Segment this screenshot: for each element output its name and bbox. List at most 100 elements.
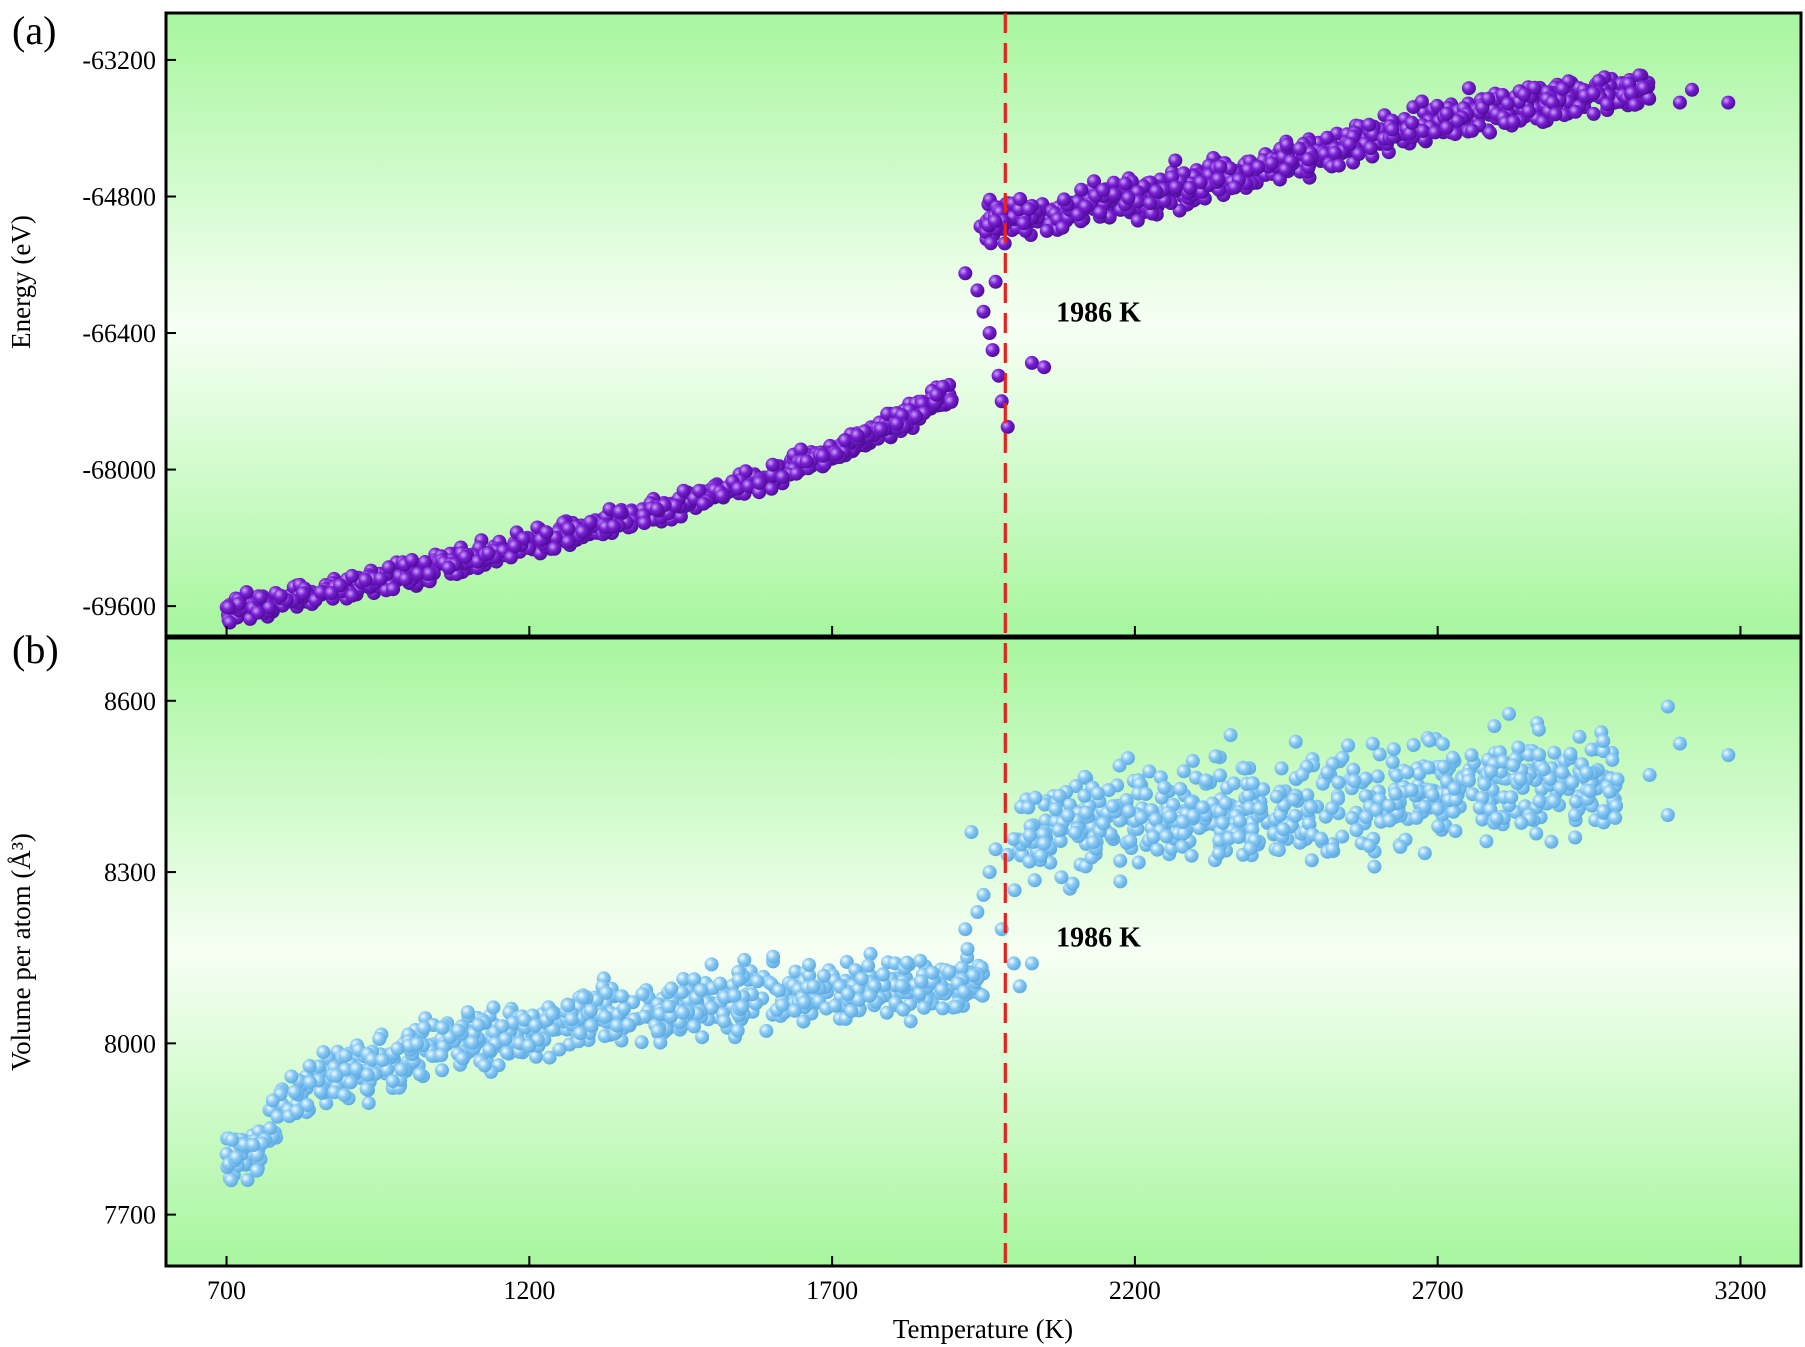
data-point-solid	[583, 1003, 598, 1018]
data-point-transition	[958, 266, 973, 281]
data-point-liquid	[1446, 804, 1461, 819]
data-point-liquid	[1051, 823, 1066, 838]
data-point-transition	[985, 343, 1000, 358]
data-point-liquid	[1624, 86, 1639, 101]
data-point-liquid	[1021, 800, 1036, 815]
data-point-solid	[385, 1074, 400, 1089]
data-point-liquid	[1513, 772, 1528, 787]
data-point-solid	[361, 1096, 376, 1111]
data-point-liquid	[1288, 734, 1303, 749]
data-point-liquid	[1569, 794, 1583, 809]
data-point-liquid	[1175, 839, 1190, 854]
data-point-liquid	[1184, 848, 1199, 863]
data-point-liquid	[1435, 736, 1450, 751]
data-point-solid	[851, 992, 866, 1007]
data-point-liquid	[1506, 115, 1521, 129]
data-point-solid	[482, 1042, 497, 1057]
data-point-liquid	[1087, 174, 1101, 189]
data-point-liquid	[1428, 125, 1443, 140]
data-point-transition	[1024, 956, 1039, 971]
data-point-solid	[649, 502, 664, 517]
data-point-solid	[829, 447, 844, 462]
data-point-liquid	[1148, 812, 1163, 827]
data-point-liquid	[1242, 800, 1257, 815]
data-point-liquid	[1143, 196, 1158, 211]
data-point-liquid	[1134, 810, 1149, 825]
data-point-solid	[704, 957, 719, 972]
data-point-solid	[737, 952, 752, 967]
data-point-liquid	[1279, 137, 1294, 152]
data-point-liquid	[1074, 182, 1089, 197]
data-point-liquid	[1320, 130, 1335, 145]
data-point-solid	[957, 984, 972, 999]
panel-volume: 8600 8300 8000 7700 (b) Volume per atom (Å³…	[6, 627, 1803, 1268]
data-point-solid	[717, 1014, 732, 1029]
data-point-solid	[343, 1075, 358, 1090]
data-point-solid	[561, 534, 576, 549]
data-point-liquid	[1276, 822, 1291, 837]
data-point-liquid	[1037, 836, 1052, 851]
data-point-liquid	[1517, 87, 1532, 102]
data-point-liquid	[1477, 777, 1492, 791]
data-point-solid	[676, 972, 691, 986]
data-point-liquid	[1146, 829, 1161, 844]
data-point-solid	[517, 1012, 532, 1027]
data-point-liquid	[1314, 831, 1328, 846]
data-point-solid	[900, 955, 914, 970]
data-point-outliers	[1660, 699, 1675, 714]
data-point-liquid	[1237, 761, 1252, 776]
data-point-solid	[222, 615, 237, 630]
data-point-liquid	[1227, 180, 1242, 195]
data-point-liquid	[1382, 798, 1397, 813]
data-point-liquid	[1448, 792, 1463, 807]
data-point-solid	[561, 521, 576, 536]
data-point-liquid	[1223, 728, 1238, 743]
data-point-liquid	[1461, 773, 1476, 788]
data-point-liquid	[1241, 788, 1256, 803]
data-point-solid	[273, 588, 288, 603]
data-point-outliers	[1660, 808, 1675, 822]
data-point-liquid	[1596, 804, 1611, 819]
data-point-liquid	[1183, 180, 1198, 195]
data-point-solid	[575, 524, 590, 539]
data-point-liquid	[1195, 800, 1210, 815]
data-point-solid	[909, 409, 924, 424]
data-point-liquid	[1511, 740, 1526, 755]
data-point-liquid	[1331, 158, 1346, 173]
data-point-solid	[650, 1023, 665, 1038]
data-point-liquid	[1185, 753, 1200, 768]
data-point-solid	[903, 1014, 918, 1029]
data-point-solid	[417, 1020, 431, 1035]
data-point-liquid	[1157, 780, 1172, 795]
data-point-solid	[692, 483, 707, 498]
data-point-liquid	[1596, 734, 1611, 748]
data-point-solid	[771, 983, 786, 998]
data-point-solid	[345, 568, 359, 583]
data-point-solid	[775, 998, 790, 1013]
data-point-liquid	[1532, 794, 1547, 809]
panel-label-a: (a)	[12, 8, 56, 53]
energy-points	[219, 68, 1736, 630]
data-point-solid	[506, 1015, 521, 1030]
x-tick-label: 1700	[806, 1276, 858, 1305]
data-point-liquid	[1033, 848, 1048, 863]
data-point-solid	[451, 1023, 466, 1038]
data-point-solid	[844, 1004, 859, 1019]
data-point-liquid	[1103, 827, 1118, 842]
data-point-solid	[224, 1173, 239, 1188]
data-point-liquid	[1591, 74, 1606, 88]
data-point-solid	[713, 976, 728, 991]
data-point-liquid	[1563, 746, 1578, 761]
data-point-outliers	[1685, 82, 1699, 97]
data-point-liquid	[1500, 96, 1515, 111]
data-point-solid	[302, 1058, 317, 1073]
data-point-liquid	[1605, 752, 1620, 767]
data-point-solid	[793, 442, 808, 457]
data-point-solid	[796, 1014, 811, 1029]
data-point-liquid	[1602, 784, 1617, 799]
data-point-liquid	[1173, 781, 1188, 796]
data-point-liquid	[1286, 792, 1301, 807]
data-point-solid	[412, 1067, 427, 1082]
x-tick-label: 1200	[503, 1276, 555, 1305]
